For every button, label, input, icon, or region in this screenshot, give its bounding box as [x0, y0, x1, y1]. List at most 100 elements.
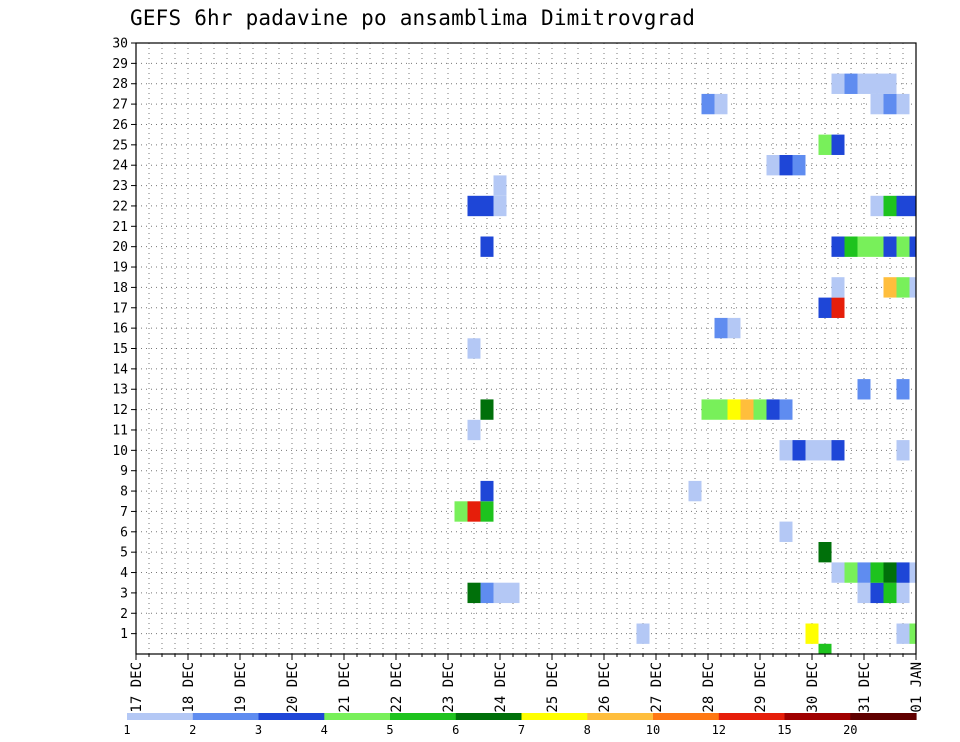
colorbar-label: 2: [189, 723, 196, 737]
colorbar-label: 8: [584, 723, 591, 737]
colorbar-segment: [455, 713, 523, 720]
precip-cell: [883, 562, 897, 583]
y-tick-label: 4: [120, 566, 128, 581]
precip-cell: [896, 236, 910, 257]
precip-cell: [831, 440, 845, 461]
precip-cell: [480, 501, 494, 522]
precip-cell: [909, 195, 916, 217]
colorbar-label: 20: [843, 723, 857, 737]
x-tick-label: 22 DEC: [389, 662, 405, 713]
precip-cell: [831, 73, 845, 94]
precip-cell: [779, 399, 793, 420]
precip-cell: [727, 399, 741, 420]
precip-cell: [792, 440, 806, 461]
precip-cell: [454, 501, 468, 522]
y-tick-label: 7: [120, 505, 128, 520]
y-tick-label: 17: [112, 301, 128, 316]
x-tick-label: 17 DEC: [129, 662, 145, 713]
colorbar-label: 10: [646, 723, 660, 737]
y-tick-label: 18: [112, 281, 128, 296]
precip-cell: [792, 155, 806, 176]
colorbar-segment: [653, 713, 720, 720]
y-tick-label: 9: [120, 464, 128, 479]
colorbar-label: 5: [386, 723, 393, 737]
colorbar-segment: [784, 713, 851, 720]
precip-cell: [467, 419, 481, 441]
precip-cell: [870, 236, 884, 257]
x-tick-label: 28 DEC: [701, 662, 717, 713]
precip-cell: [870, 582, 884, 604]
precip-cell: [480, 582, 494, 604]
y-tick-label: 22: [112, 199, 128, 214]
y-tick-label: 30: [112, 37, 128, 52]
y-tick-label: 11: [112, 423, 128, 438]
colorbar-segment: [258, 713, 325, 720]
y-tick-label: 16: [112, 322, 128, 337]
precip-cell: [493, 175, 507, 196]
x-tick-label: 19 DEC: [233, 662, 249, 713]
precip-cell: [870, 73, 884, 94]
colorbar-label: 1: [123, 723, 130, 737]
precip-cell: [714, 93, 728, 115]
precip-cell: [467, 582, 481, 604]
precip-cell: [870, 93, 884, 115]
precip-cell: [883, 73, 897, 94]
precip-cell: [818, 542, 832, 563]
precip-cell: [883, 277, 897, 298]
precip-cell: [714, 317, 728, 339]
x-tick-label: 20 DEC: [285, 662, 301, 713]
axes: 1234567891011121314151617181920212223242…: [112, 37, 925, 713]
precip-cell: [818, 440, 832, 461]
precip-cell: [896, 195, 910, 217]
colorbar-segment: [127, 713, 194, 720]
precip-cell: [844, 73, 858, 94]
precip-cell: [857, 582, 871, 604]
precip-cell: [831, 236, 845, 257]
precip-cell: [636, 623, 650, 644]
precip-cell: [740, 399, 754, 420]
colorbar-segment: [718, 713, 786, 720]
colorbar-label: 12: [712, 723, 726, 737]
precip-cell: [857, 236, 871, 257]
precip-cell: [753, 399, 767, 420]
y-tick-label: 21: [112, 220, 128, 235]
x-tick-label: 31 DEC: [857, 662, 873, 713]
precip-cell: [480, 195, 494, 217]
precip-cell: [467, 501, 481, 522]
colorbar-segment: [390, 713, 457, 720]
colorbar-label: 3: [255, 723, 262, 737]
y-tick-label: 27: [112, 98, 128, 113]
x-tick-label: 29 DEC: [753, 662, 769, 713]
precip-cell: [831, 297, 845, 318]
precip-cell: [779, 155, 793, 176]
precip-cell: [766, 155, 780, 176]
y-tick-label: 26: [112, 118, 128, 133]
precip-cell: [727, 317, 741, 339]
y-tick-label: 15: [112, 342, 128, 357]
precip-cell: [896, 277, 910, 298]
x-tick-label: 23 DEC: [441, 662, 457, 713]
precip-cell: [870, 195, 884, 217]
precip-cell: [766, 399, 780, 420]
precip-cell: [909, 236, 916, 257]
precip-cell: [467, 195, 481, 217]
precip-cell: [923, 237, 936, 257]
y-tick-label: 24: [112, 159, 128, 174]
precip-cell: [818, 643, 832, 654]
x-tick-label: 21 DEC: [337, 662, 353, 713]
precip-cell: [909, 562, 916, 583]
precip-cell: [949, 196, 960, 216]
y-tick-label: 14: [112, 362, 128, 377]
precip-cell: [493, 582, 507, 604]
precip-cell: [883, 236, 897, 257]
y-tick-label: 1: [120, 627, 128, 642]
precip-cell: [493, 195, 507, 217]
precip-cell: [909, 623, 916, 644]
precip-cell: [480, 399, 494, 420]
y-tick-label: 20: [112, 240, 128, 255]
colorbar: 1 2 3 4 5 6 7 8 10 12 15 20: [123, 713, 917, 737]
precip-cell: [779, 440, 793, 461]
x-tick-label: 24 DEC: [493, 662, 509, 713]
precip-cell: [857, 73, 871, 94]
precip-cell: [896, 440, 910, 461]
